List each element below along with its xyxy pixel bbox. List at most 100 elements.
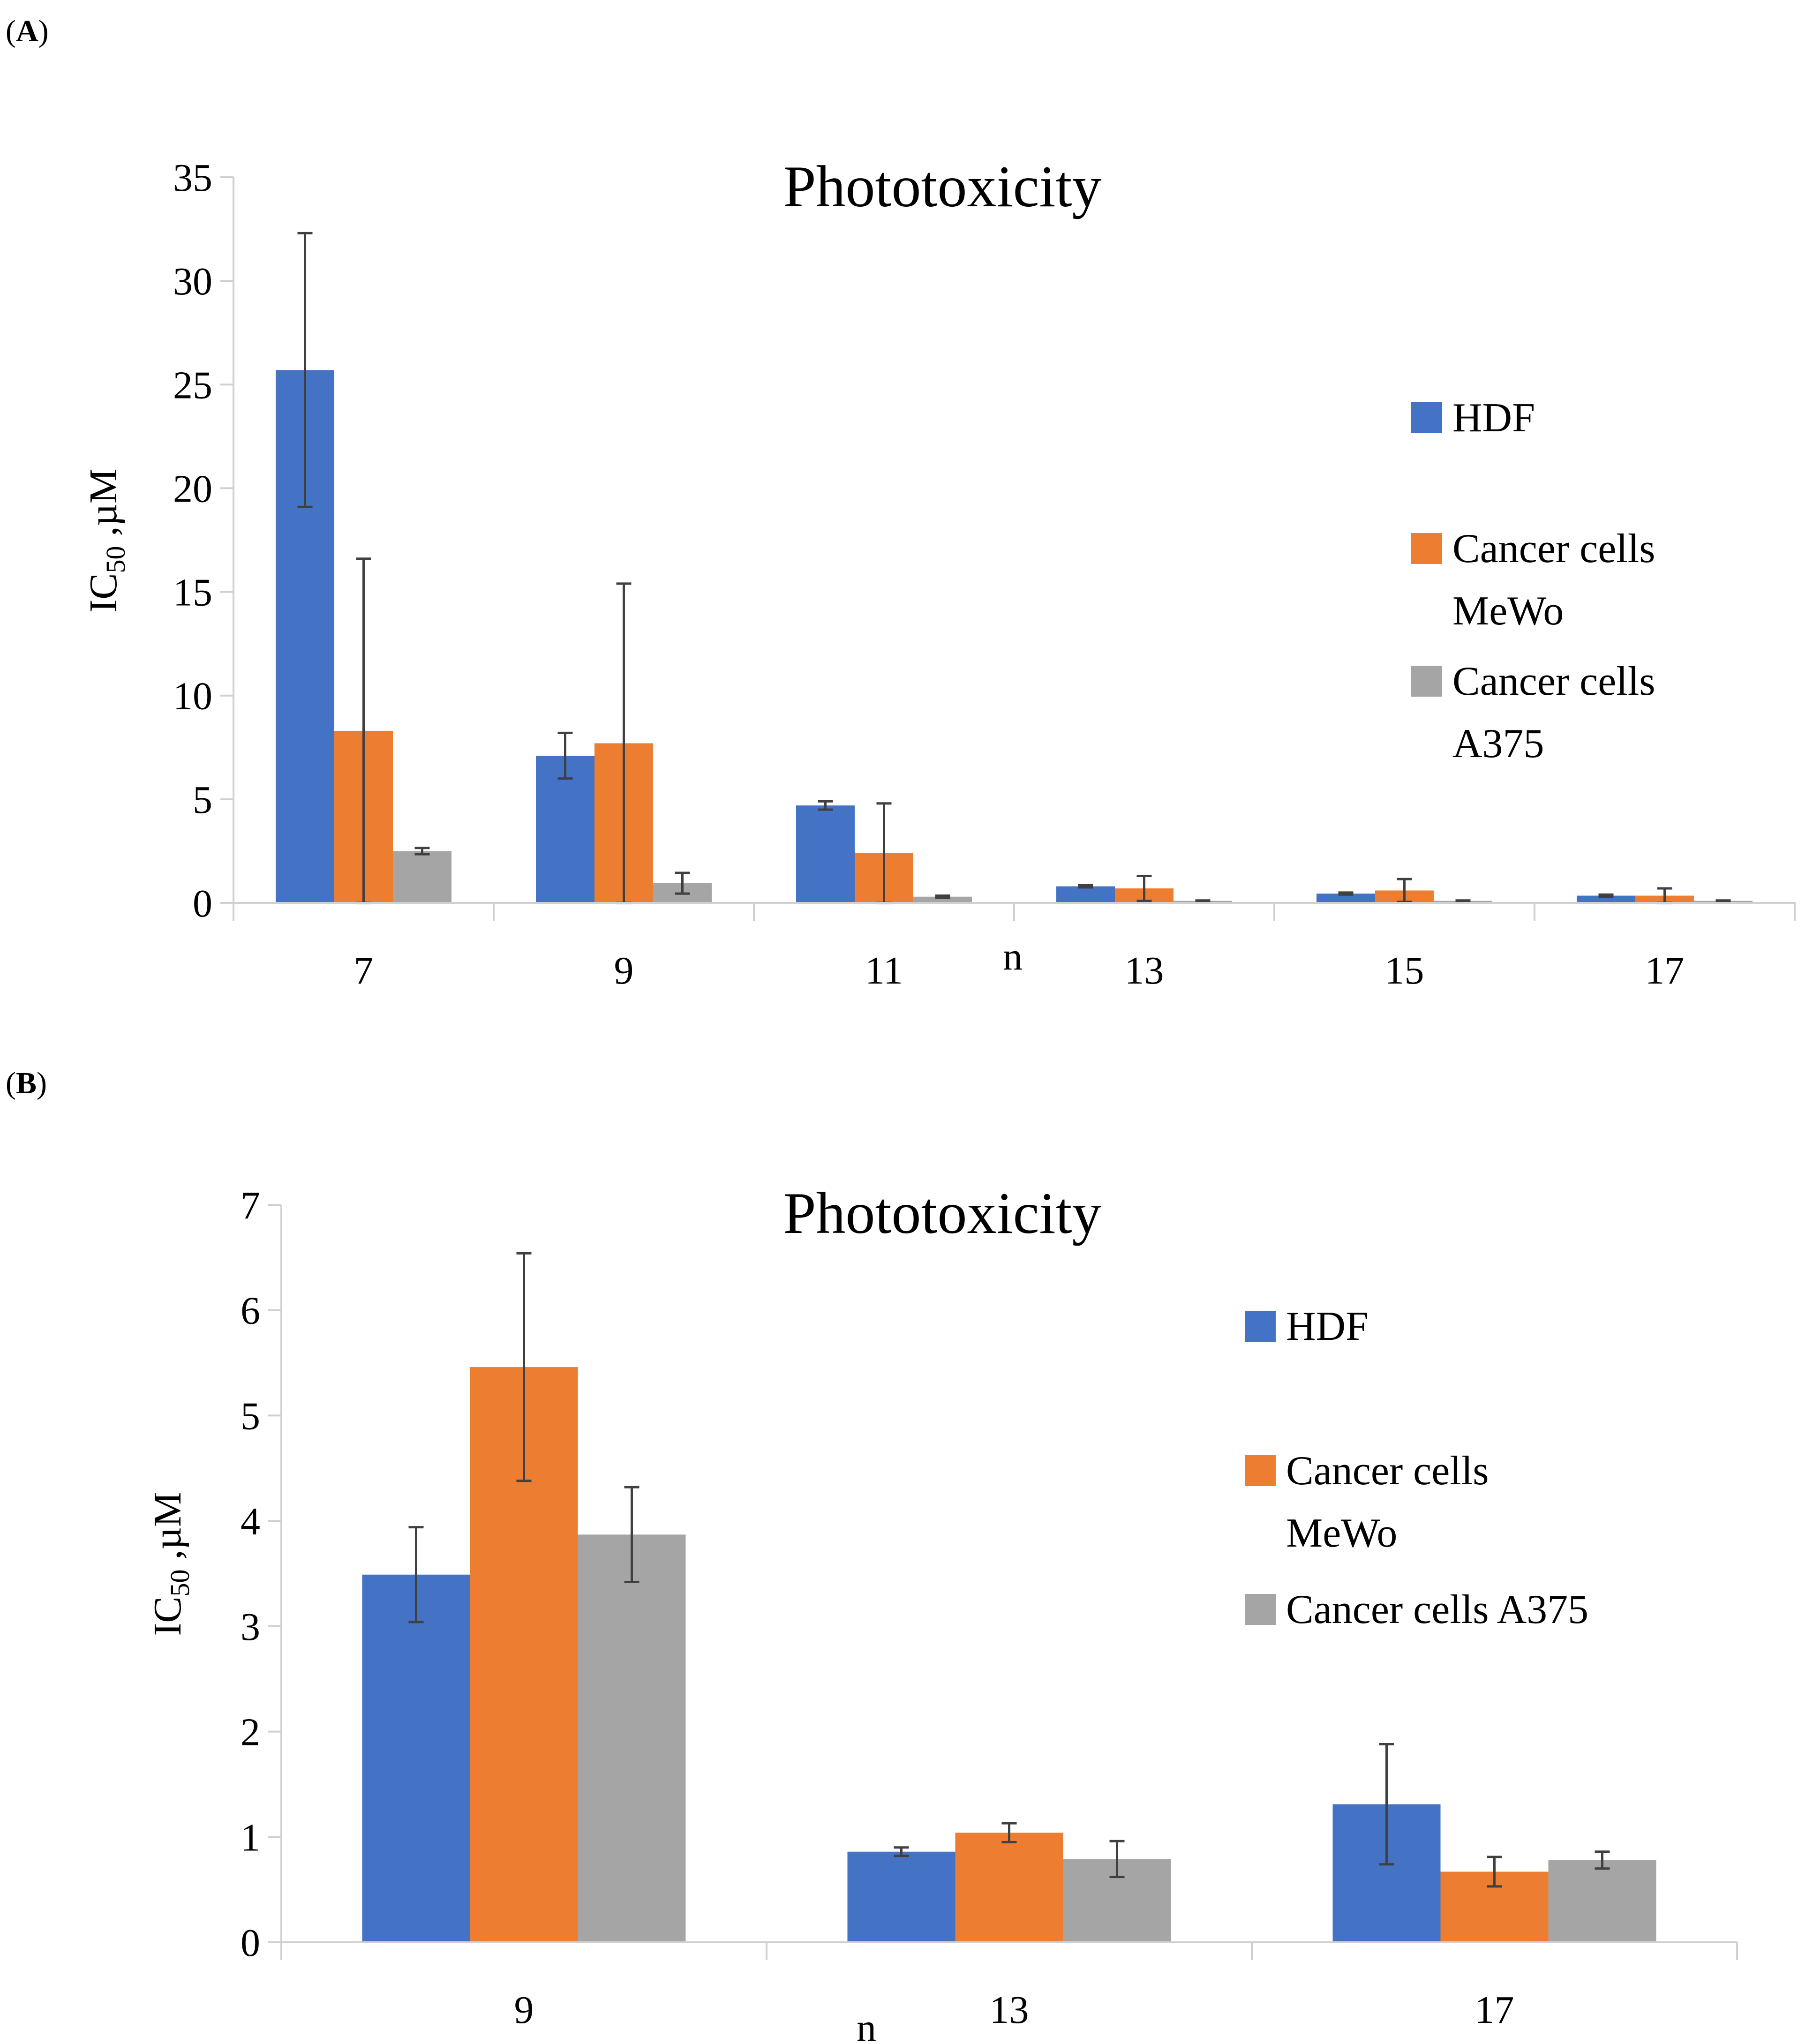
panel-b-legend-item-mewo: Cancer cells MeWo: [1245, 1448, 1489, 1556]
panel-b-error-bar-hdf: [408, 1526, 424, 1623]
panel-a-x-tick-labels: 7 9 11 13 15 17: [354, 949, 1685, 992]
legend-label: A375: [1452, 721, 1544, 766]
panel-a-x-tick-label: 7: [354, 949, 374, 992]
panel-b-x-tick-label: 13: [990, 1988, 1029, 2032]
panel-b-y-axis-label: IC50 ,µM: [146, 1492, 195, 1636]
panel-a-legend: HDF Cancer cells MeWo Cancer cells A375: [1411, 395, 1655, 766]
panel-b-y-ticks: 0 1 2 3 4 5 6 7: [241, 1184, 281, 1965]
panel-a-y-tick-label: 0: [193, 882, 212, 925]
panel-b-x-axis-label: n: [857, 2006, 876, 2044]
legend-label: Cancer cells A375: [1286, 1587, 1588, 1632]
panel-a-legend-item-mewo: Cancer cells MeWo: [1411, 526, 1655, 634]
legend-swatch: [1411, 402, 1442, 433]
panel-a-error-bar-mewo: [1136, 875, 1152, 902]
panel-b-paren-open: (: [6, 1066, 16, 1100]
panel-b-error-bar-a375: [624, 1486, 639, 1583]
panel-b-x-tick-label: 17: [1475, 1988, 1514, 2032]
panel-b-y-axis-label-main: IC: [146, 1597, 189, 1636]
panel-a-title: Phototoxicity: [783, 154, 1101, 219]
panel-a-y-axis-label: IC50 ,µM: [82, 468, 131, 612]
panel-b-error-bars: [408, 1252, 1610, 1888]
panel-a-y-tick-label: 15: [173, 571, 212, 615]
legend-swatch: [1245, 1311, 1276, 1342]
panel-a-error-bar-hdf: [1598, 893, 1614, 898]
panel-a-bar-a375: [913, 896, 972, 903]
legend-label: HDF: [1286, 1304, 1369, 1349]
panel-a-error-bar-hdf: [1338, 891, 1354, 896]
panel-b-x-axis-ticks: [280, 1942, 1738, 1960]
panel-a-bar-hdf: [796, 805, 855, 903]
panel-b-x-tick-label: 9: [514, 1988, 534, 2032]
panel-a-y-axis-label-unit: ,µM: [82, 468, 125, 546]
legend-swatch: [1411, 533, 1442, 564]
panel-b-chart: (B) Phototoxicity 0 1 2 3 4 5 6 7 9 13 17 n IC50 …: [6, 1066, 1738, 2044]
panel-b-y-tick-label: 5: [241, 1394, 260, 1438]
panel-b-y-axis-label-unit: ,µM: [146, 1492, 189, 1569]
panel-a-paren-close: ): [38, 14, 49, 48]
legend-label: MeWo: [1286, 1510, 1397, 1556]
panel-a-bar-hdf: [536, 755, 594, 903]
panel-b-bar-hdf: [362, 1574, 470, 1942]
panel-a-error-bar-a375: [414, 847, 430, 856]
panel-b-bar-a375: [578, 1534, 686, 1942]
panel-b-y-axis-label-sub: 50: [165, 1570, 195, 1597]
panel-a-letter: A: [16, 14, 38, 48]
panel-b-y-tick-label: 3: [241, 1605, 260, 1649]
panel-a-x-tick-label: 11: [865, 949, 903, 992]
legend-swatch: [1245, 1455, 1276, 1486]
panel-a-y-tick-label: 25: [173, 363, 212, 407]
legend-label: Cancer cells: [1286, 1448, 1489, 1494]
panel-b-letter: B: [16, 1066, 37, 1100]
panel-b-error-bar-hdf: [894, 1846, 909, 1857]
panel-a-chart: (A) Phototoxicity 0 5 10 15 20 25 30 35 7 9 11 13 1…: [6, 14, 1796, 992]
panel-b-legend: HDF Cancer cells MeWo Cancer cells A375: [1245, 1304, 1588, 1632]
legend-label: Cancer cells: [1452, 659, 1655, 704]
panel-a-error-bar-hdf: [557, 731, 573, 780]
panel-a-y-axis-label-main: IC: [82, 573, 125, 613]
panel-b-y-tick-label: 1: [241, 1816, 260, 1859]
panel-a-y-tick-label: 20: [173, 467, 212, 511]
panel-b-y-tick-label: 6: [241, 1289, 260, 1333]
panel-a-bar-hdf: [1316, 894, 1375, 903]
panel-a-y-ticks: 0 5 10 15 20 25 30 35: [173, 156, 233, 925]
panel-b-bars: [362, 1367, 1656, 1942]
panel-b-x-tick-labels: 9 13 17: [514, 1988, 1514, 2032]
panel-a-error-bar-hdf: [297, 232, 313, 508]
panel-b-y-tick-label: 7: [241, 1184, 260, 1227]
panel-a-y-tick-label: 35: [173, 156, 212, 200]
panel-b-error-bar-a375: [1595, 1850, 1610, 1870]
panel-a-error-bar-a375: [935, 894, 950, 899]
panel-a-y-axis-label-sub: 50: [100, 546, 131, 573]
panel-a-error-bar-mewo: [1397, 878, 1412, 903]
panel-a-y-tick-label: 30: [173, 260, 212, 303]
panel-a-y-tick-label: 10: [173, 675, 212, 718]
panel-a-error-bar-a375: [1715, 899, 1731, 902]
panel-b-label: (B): [6, 1066, 47, 1100]
legend-label: Cancer cells: [1452, 526, 1655, 571]
panel-b-bar-a375: [1548, 1860, 1656, 1942]
panel-a-x-tick-label: 13: [1125, 949, 1164, 992]
panel-a-bars: [276, 370, 1753, 903]
panel-b-legend-item-a375: Cancer cells A375: [1245, 1587, 1588, 1632]
panel-a-bar-a375: [393, 851, 451, 903]
panel-b-error-bar-mewo: [1001, 1822, 1017, 1844]
panel-a-error-bar-a375: [675, 872, 690, 895]
panel-a-error-bar-hdf: [1078, 884, 1093, 889]
legend-label: HDF: [1452, 395, 1535, 441]
panel-b-y-tick-label: 0: [241, 1921, 260, 1965]
panel-b-error-bar-hdf: [1379, 1743, 1394, 1866]
panel-a-x-axis-label: n: [1003, 935, 1023, 978]
panel-b-y-tick-label: 2: [241, 1711, 260, 1754]
panel-a-paren-open: (: [6, 14, 16, 48]
panel-b-legend-item-hdf: HDF: [1245, 1304, 1369, 1349]
panel-b-error-bar-mewo: [516, 1252, 532, 1482]
panel-a-x-tick-label: 15: [1385, 949, 1424, 992]
panel-a-error-bar-a375: [1195, 899, 1211, 902]
panel-a-x-tick-label: 17: [1645, 949, 1685, 992]
panel-a-x-tick-label: 9: [614, 949, 634, 992]
panel-a-legend-item-a375: Cancer cells A375: [1411, 659, 1655, 766]
panel-b-bar-mewo: [955, 1833, 1063, 1942]
panel-b-paren-close: ): [37, 1066, 47, 1100]
panel-a-error-bar-hdf: [818, 800, 833, 811]
